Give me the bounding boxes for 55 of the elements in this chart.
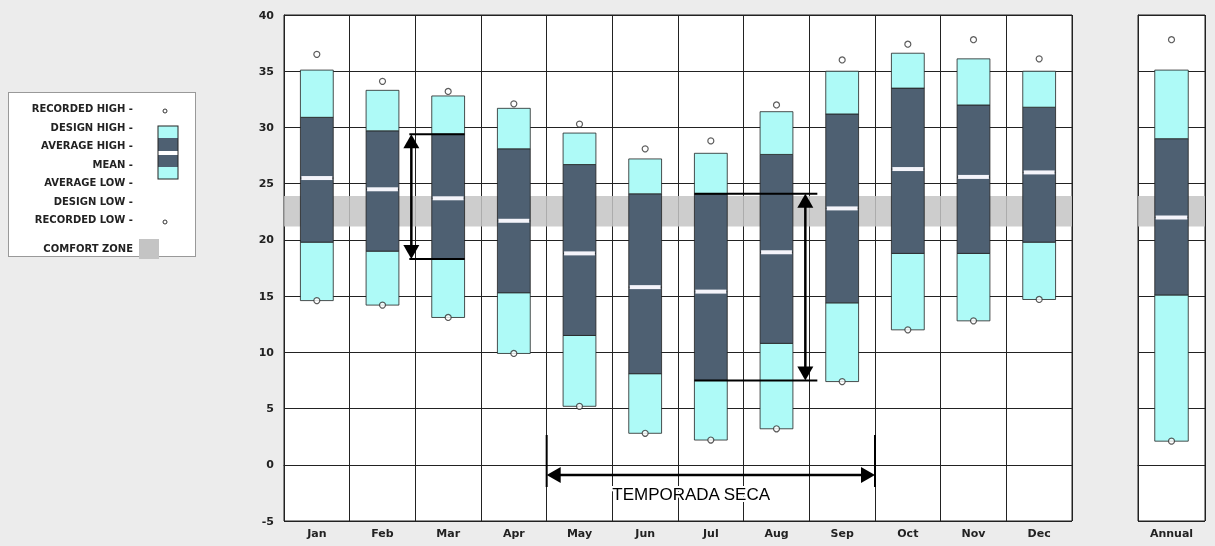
point (838, 56, 846, 64)
x-tick-label: Jul (701, 527, 719, 540)
point (772, 101, 781, 109)
point (641, 429, 649, 437)
y-tick-label: -5 (261, 514, 274, 528)
x-tick-label: Dec (1027, 527, 1051, 540)
x-tick-label: Feb (371, 527, 394, 540)
text: MEAN - (92, 158, 133, 170)
point (313, 50, 321, 58)
point (444, 87, 452, 96)
y-tick-label: 15 (258, 289, 274, 303)
y-tick-label: 5 (266, 402, 274, 416)
point (510, 100, 518, 108)
point (904, 326, 912, 334)
point (904, 40, 912, 48)
y-tick-label: 35 (258, 64, 274, 78)
point (575, 120, 584, 128)
x-tick-label: Annual (1149, 527, 1194, 540)
text: RECORDED LOW - (34, 214, 133, 225)
y-tick-label: 20 (258, 233, 275, 247)
point (378, 77, 387, 85)
text: DESIGN HIGH - (50, 121, 133, 133)
x-tick-label: Jan (306, 527, 327, 540)
y-tick-label: 40 (258, 8, 275, 22)
x-tick-label: Sep (830, 527, 854, 540)
point (969, 317, 978, 325)
point (707, 137, 715, 145)
point (444, 313, 452, 322)
point (772, 425, 781, 433)
text: DESIGN LOW - (53, 195, 133, 207)
y-tick-label: 25 (258, 177, 274, 191)
legend-label: COMFORT ZONE (43, 242, 133, 254)
x-tick-label: Mar (436, 527, 461, 540)
point (1035, 295, 1043, 304)
y-tick-label: 10 (258, 345, 275, 359)
point (838, 377, 846, 386)
text: RECORDED HIGH - (31, 103, 133, 114)
text: AVERAGE LOW - (44, 177, 133, 188)
x-tick-label: Oct (897, 527, 919, 540)
point (510, 349, 518, 358)
x-tick-label: Jun (634, 527, 656, 540)
x-tick-label: Nov (961, 527, 987, 540)
point (575, 402, 584, 410)
x-tick-label: May (566, 527, 593, 540)
point (378, 301, 387, 309)
y-tick-label: 0 (266, 458, 275, 472)
point (641, 145, 649, 153)
x-tick-label: Aug (764, 527, 789, 540)
text: AVERAGE HIGH - (41, 140, 133, 151)
y-tick-label: 30 (258, 120, 275, 134)
x-tick-label: Apr (502, 527, 526, 540)
point (969, 36, 978, 44)
point (313, 297, 321, 305)
point (707, 436, 715, 444)
point (1035, 55, 1043, 63)
